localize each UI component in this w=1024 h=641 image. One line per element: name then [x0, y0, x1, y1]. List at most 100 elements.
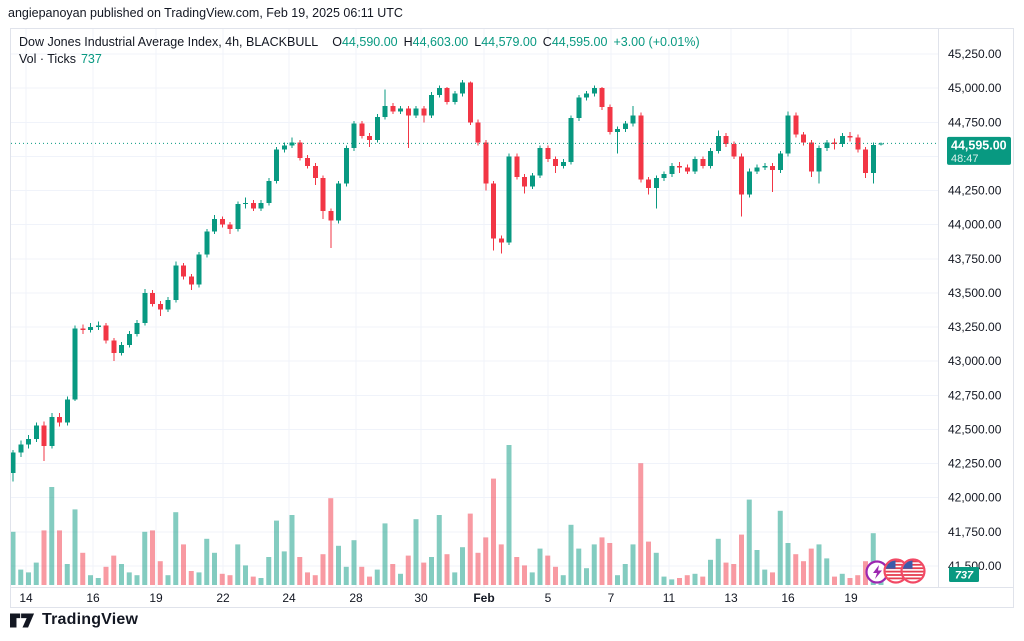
svg-text:44,000.00: 44,000.00	[948, 218, 1002, 232]
candle-body	[33, 425, 39, 440]
candle-body	[258, 202, 264, 209]
candle-body	[870, 144, 876, 173]
candle-body	[119, 344, 124, 354]
candle-body	[103, 325, 109, 341]
candle-body	[560, 161, 566, 166]
candle-body	[281, 145, 287, 150]
volume-bar	[274, 520, 279, 585]
volume-bar	[250, 576, 256, 585]
candle-body	[537, 148, 543, 176]
volume-bar	[715, 538, 721, 585]
volume-bar	[630, 544, 636, 585]
volume-bar	[398, 573, 403, 585]
volume-bar	[467, 513, 473, 585]
candle-body	[661, 174, 667, 179]
volume-bar	[723, 562, 729, 585]
volume-bar	[855, 575, 861, 585]
grid-lines	[11, 29, 938, 587]
volume-bar	[483, 537, 489, 585]
volume-bar	[731, 564, 737, 585]
last-price-value: 44,595.00	[951, 138, 1007, 152]
candle-body	[498, 238, 504, 243]
candle-body	[150, 292, 155, 304]
high-label: H	[403, 35, 413, 49]
low-value: 44,579.00	[481, 35, 537, 49]
candle-body	[289, 142, 295, 146]
candle-body	[452, 93, 458, 102]
volume-bar	[405, 555, 411, 585]
tradingview-logo-icon	[10, 613, 35, 627]
svg-text:13: 13	[724, 591, 738, 605]
candle-body	[607, 107, 613, 132]
volume-bar	[367, 576, 372, 585]
volume-bar	[537, 548, 543, 585]
volume-bar	[88, 575, 93, 585]
candle-body	[630, 115, 636, 124]
candle-body	[142, 292, 148, 323]
volume-bar	[26, 572, 31, 585]
candle-body	[41, 425, 47, 446]
volume-bar	[289, 515, 295, 585]
candle-body	[328, 211, 334, 221]
volume-bar	[11, 531, 16, 585]
close-value: 44,595.00	[551, 35, 608, 49]
candle-body	[429, 94, 434, 116]
volume-bar	[832, 576, 837, 585]
price-axis[interactable]: 45,250.0045,000.0044,750.0044,500.0044,2…	[948, 47, 1002, 573]
candle-body	[746, 171, 752, 195]
svg-text:5: 5	[545, 591, 552, 605]
economic-event-icons[interactable]	[865, 558, 926, 584]
candle-body	[227, 224, 233, 229]
us-flag-event-icon[interactable]	[883, 558, 909, 584]
candle-body	[181, 265, 186, 277]
volume-bar	[684, 575, 690, 585]
svg-text:16: 16	[781, 591, 795, 605]
volume-bar	[576, 548, 582, 585]
tradingview-attribution[interactable]: TradingView	[10, 611, 138, 629]
chart-canvas[interactable]: 45,250.0045,000.0044,750.0044,500.0044,2…	[11, 29, 1013, 607]
attribution-text: angiepanoyan published on TradingView.co…	[8, 6, 403, 20]
volume-bar	[336, 545, 341, 585]
candle-body	[863, 149, 868, 173]
volume-bar	[235, 544, 241, 585]
volume-bar	[49, 487, 55, 585]
volume-bar	[343, 566, 349, 585]
candle-body	[615, 129, 620, 132]
us-flag-event-icon[interactable]	[900, 558, 926, 584]
time-axis[interactable]: 14 16 19 22 24 28 30 Feb 5 7 11 13 16 19	[19, 591, 858, 605]
volume-bar	[777, 510, 783, 585]
volume-bar	[653, 552, 659, 585]
candle-body	[11, 452, 16, 474]
candle-body	[367, 135, 372, 141]
candle-body	[770, 165, 775, 171]
candle-body	[460, 82, 465, 94]
volume-value: 737	[80, 52, 102, 66]
symbol-title: Dow Jones Industrial Average Index, 4h, …	[19, 35, 319, 49]
volume-bar	[808, 548, 814, 585]
candle-body	[669, 165, 675, 175]
volume-bar	[103, 566, 109, 585]
volume-bar	[498, 544, 504, 585]
svg-text:42,500.00: 42,500.00	[948, 422, 1002, 436]
candle-body	[405, 108, 411, 116]
volume-bar	[568, 524, 574, 585]
change-value: +3.00 (+0.01%)	[613, 35, 700, 49]
candle-body	[111, 340, 117, 354]
volume-bar	[374, 569, 380, 585]
candle-body	[700, 159, 706, 166]
volume-bar	[661, 576, 667, 585]
open-value: 44,590.00	[341, 35, 398, 49]
volume-bar	[413, 519, 419, 585]
candle-body	[188, 276, 194, 285]
candle-body	[808, 142, 814, 172]
candle-body	[374, 116, 380, 141]
volume-bar	[126, 572, 132, 585]
volume-bar	[204, 538, 210, 585]
svg-text:44,250.00: 44,250.00	[948, 184, 1002, 198]
svg-text:22: 22	[216, 591, 230, 605]
volume-bar	[150, 530, 155, 585]
volume-bar	[33, 562, 39, 585]
volume-bar	[785, 543, 791, 585]
volume-bar	[227, 575, 233, 585]
volume-bar	[188, 571, 194, 585]
